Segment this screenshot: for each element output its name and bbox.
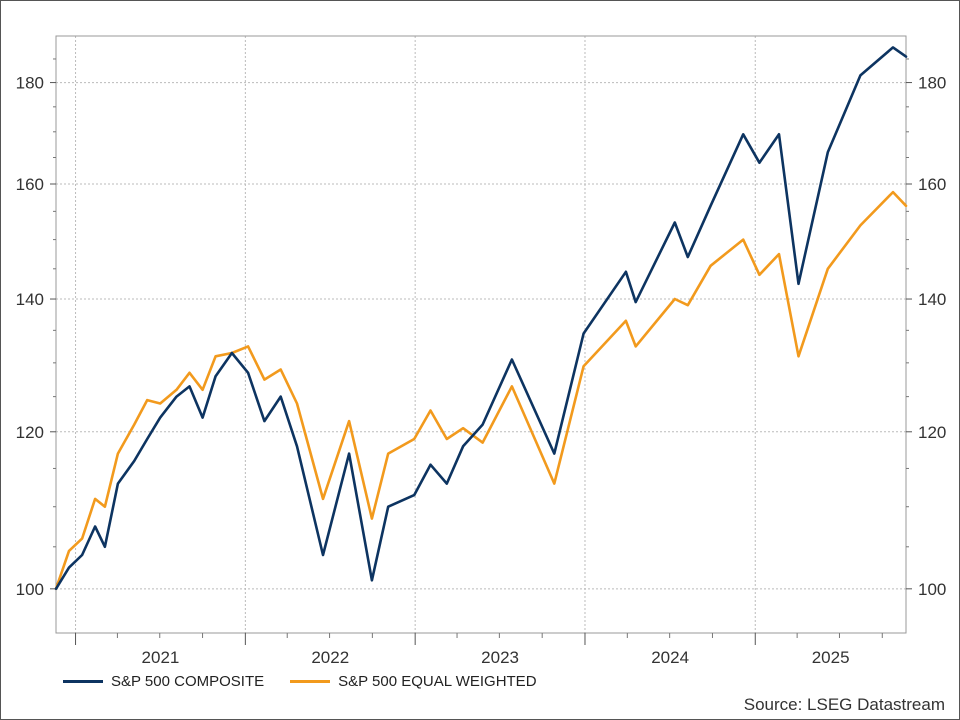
x-tick-label: 2025 [812,648,850,667]
source-note: Source: LSEG Datastream [743,695,945,714]
legend-label-equal-weighted: S&P 500 EQUAL WEIGHTED [338,673,537,690]
series-line-sp500-composite [54,46,908,591]
legend-item-sp500-composite: S&P 500 COMPOSITE [63,673,264,690]
axes [50,35,912,645]
y-tick-label-right: 120 [918,423,946,442]
legend-item-sp500-equal-weighted: S&P 500 EQUAL WEIGHTED [290,673,537,690]
y-tick-label-right: 100 [918,580,946,599]
y-tick-label-right: 160 [918,175,946,194]
y-tick-label-right: 140 [918,290,946,309]
x-tick-label: 2024 [651,648,689,667]
series-lines [54,46,908,591]
series-line-sp500-equal-weighted [54,190,908,591]
legend-swatch-equal-weighted [290,680,331,683]
y-tick-label-left: 180 [16,74,44,93]
y-tick-label-left: 120 [16,423,44,442]
y-tick-label-left: 160 [16,175,44,194]
y-tick-label-left: 140 [16,290,44,309]
x-tick-label: 2021 [142,648,180,667]
tick-labels: 100 100 120 120 140 140 160 160 180 180 2021 2022 20… [16,74,947,667]
legend-label-composite: S&P 500 COMPOSITE [111,673,265,690]
y-tick-label-right: 180 [918,74,946,93]
x-tick-label: 2023 [481,648,519,667]
y-tick-label-left: 100 [16,580,44,599]
plot-area-border [55,35,907,634]
legend-swatch-composite [63,680,103,683]
legend: S&P 500 COMPOSITE S&P 500 EQUAL WEIGHTED [63,673,537,690]
x-tick-label: 2022 [311,648,349,667]
grid-lines [56,36,906,633]
